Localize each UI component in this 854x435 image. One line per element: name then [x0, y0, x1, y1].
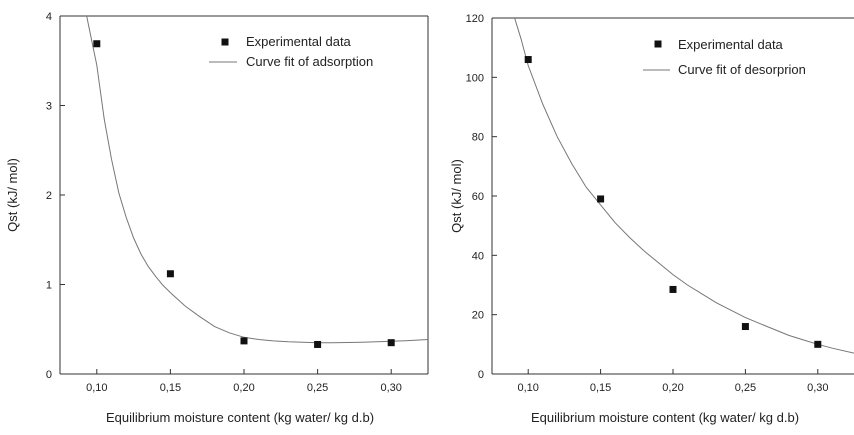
x-axis-label: Equilibrium moisture content (kg water/ …	[106, 410, 374, 425]
y-axis-label: Qst (kJ/ mol)	[449, 159, 464, 233]
y-tick-label: 0	[478, 369, 484, 381]
x-tick-label: 0,25	[307, 382, 328, 394]
legend-marker-experimental	[654, 40, 662, 48]
curve-fit-line	[86, 16, 428, 344]
y-tick-label: 20	[472, 310, 484, 322]
experimental-data-point	[597, 195, 605, 203]
legend-label-experimental: Experimental data	[246, 34, 352, 49]
legend-label-curve-fit: Curve fit of desorprion	[678, 62, 806, 77]
legend-label-curve-fit: Curve fit of adsorption	[246, 54, 373, 69]
x-tick-label: 0,10	[517, 382, 538, 394]
x-tick-label: 0,30	[807, 382, 828, 394]
y-tick-label: 120	[466, 13, 484, 25]
x-tick-label: 0,15	[160, 382, 181, 394]
x-tick-label: 0,25	[735, 382, 756, 394]
y-tick-label: 0	[46, 369, 52, 381]
chart-panel-desorption: 0 20 40 60 80 100 120 0,10 0,15 0,20 0,25 0,30 Equil…	[449, 13, 854, 425]
curve-fit-line	[514, 18, 854, 354]
experimental-data-point	[741, 323, 749, 331]
experimental-data-point	[93, 40, 101, 48]
experimental-data-point	[669, 285, 677, 293]
experimental-data-point	[387, 339, 395, 347]
y-tick-label: 100	[466, 72, 484, 84]
x-tick-label: 0,10	[86, 382, 107, 394]
experimental-data-point	[814, 340, 822, 348]
y-tick-label: 2	[46, 190, 52, 202]
x-axis-label: Equilibrium moisture content (kg water/ …	[531, 410, 799, 425]
y-axis-label: Qst (kJ/ mol)	[5, 158, 20, 232]
experimental-data-point	[314, 340, 322, 348]
x-tick-label: 0,20	[662, 382, 683, 394]
legend-label-experimental: Experimental data	[678, 37, 784, 52]
experimental-data-point	[166, 270, 174, 278]
chart-panel-adsorption: 0 1 2 3 4 0,10 0,15 0,20 0,25 0,30 Equilibrium moi…	[5, 11, 429, 425]
y-tick-label: 60	[472, 191, 484, 203]
x-tick-label: 0,30	[380, 382, 401, 394]
experimental-data-point	[524, 56, 532, 64]
y-tick-label: 80	[472, 132, 484, 144]
y-tick-label: 3	[46, 101, 52, 113]
y-tick-label: 1	[46, 280, 52, 292]
y-tick-label: 4	[46, 11, 52, 23]
experimental-data-point	[240, 337, 248, 345]
x-tick-label: 0,15	[590, 382, 611, 394]
legend-marker-experimental	[221, 38, 229, 46]
x-tick-label: 0,20	[233, 382, 254, 394]
y-tick-label: 40	[472, 250, 484, 262]
